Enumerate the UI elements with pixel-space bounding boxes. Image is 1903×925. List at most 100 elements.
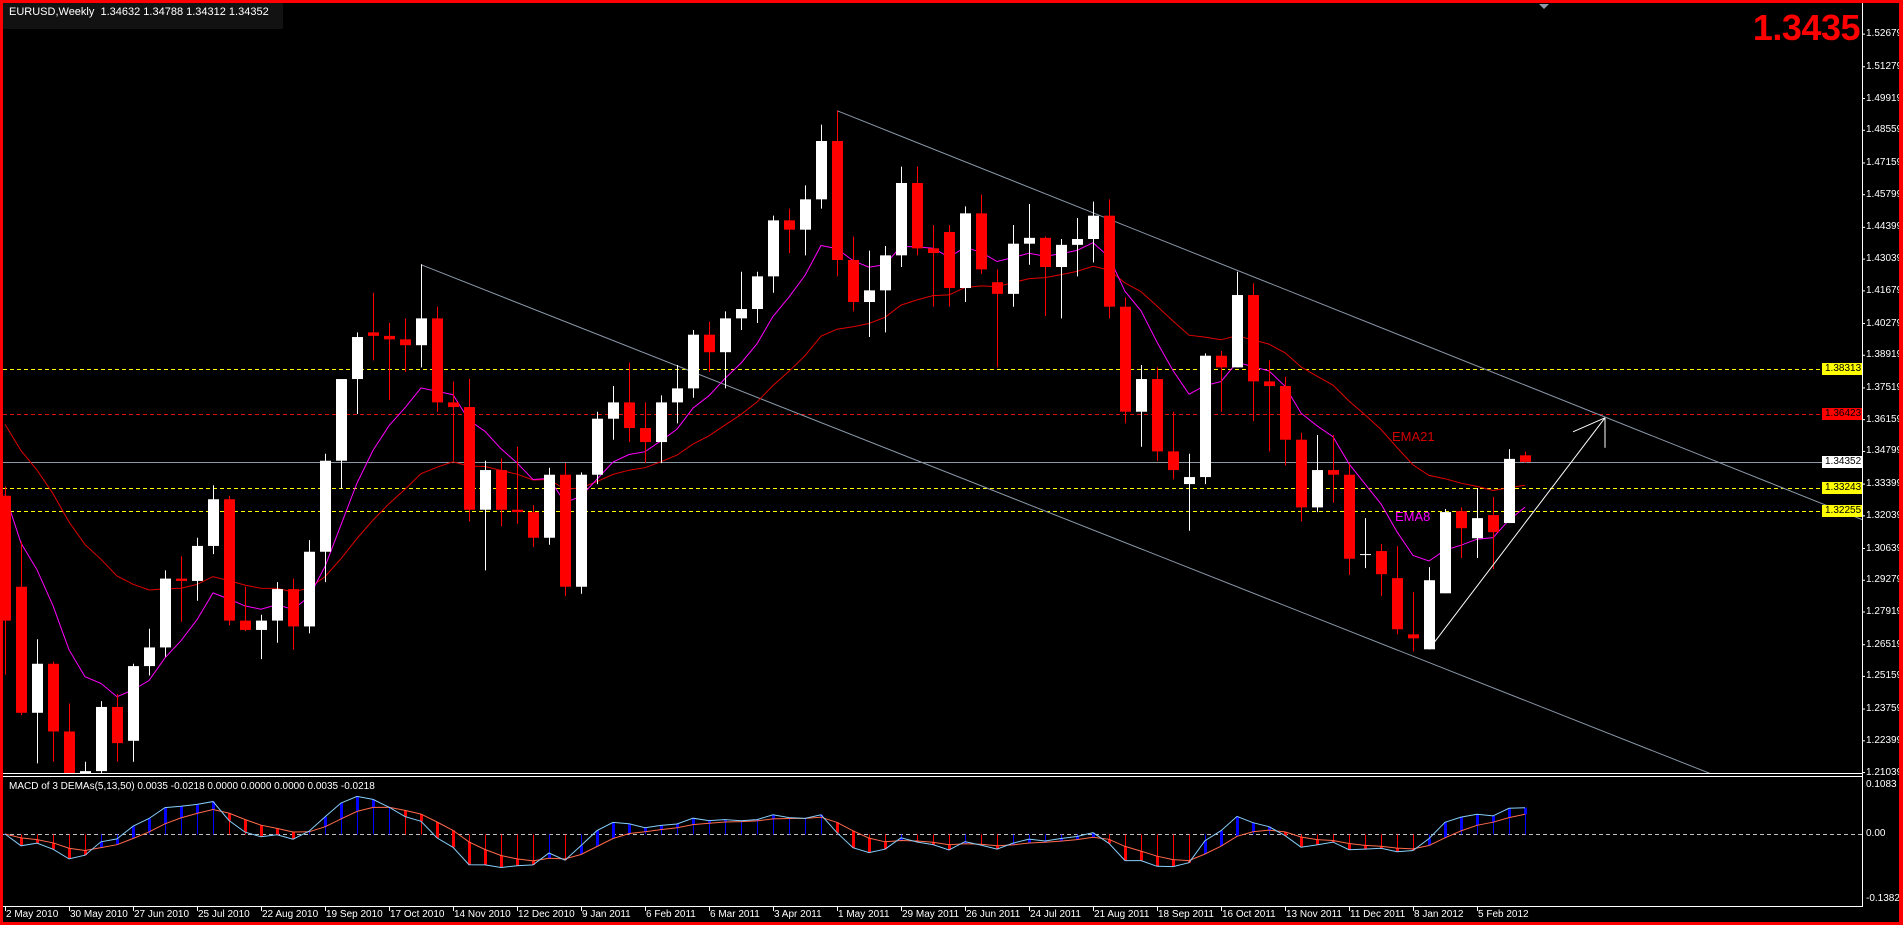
candle	[1264, 360, 1275, 452]
macd-diff-bar	[1108, 839, 1111, 844]
time-axis-label: 1 May 2011	[838, 909, 890, 920]
price-axis-label: 1.33399	[1866, 478, 1903, 490]
macd-diff-bar	[196, 804, 199, 814]
candle	[416, 264, 427, 368]
candle	[1296, 432, 1307, 522]
price-axis-label: 1.45799	[1866, 188, 1903, 200]
macd-diff-bar	[1012, 843, 1015, 845]
candle-body	[1424, 580, 1435, 650]
candle	[512, 446, 523, 524]
candle	[240, 586, 251, 632]
price-axis-label: 1.37519	[1866, 381, 1903, 393]
candle	[1200, 353, 1211, 485]
macd-diff-bar	[676, 824, 679, 828]
candle-body	[192, 545, 203, 581]
macd-diff-bar	[1092, 832, 1095, 838]
macd-diff-bar	[708, 820, 711, 824]
time-axis-label: 8 Jan 2012	[1414, 909, 1464, 920]
candle	[384, 323, 395, 401]
arrow-head-icon	[1572, 417, 1606, 433]
macd-diff-bar	[1364, 845, 1367, 850]
candle-body	[544, 474, 555, 538]
level-price-label[interactable]: 1.36423	[1822, 407, 1862, 420]
projection-arrow	[1428, 417, 1606, 650]
candle-body	[1504, 458, 1515, 524]
macd-diff-bar	[148, 818, 151, 832]
macd-diff-bar	[724, 819, 727, 823]
macd-diff-bar	[932, 842, 935, 845]
candle-body	[1056, 244, 1067, 268]
candle	[816, 124, 827, 209]
macd-diff-bar	[52, 842, 55, 850]
candle-body	[1072, 239, 1083, 245]
candle	[688, 330, 699, 398]
macd-diff-bar	[1508, 808, 1511, 818]
candle	[480, 460, 491, 571]
macd-diff-bar	[324, 816, 327, 827]
candle	[544, 467, 555, 545]
candle-body	[592, 418, 603, 475]
candle-body	[464, 407, 475, 510]
macd-pane	[3, 795, 1862, 869]
time-axis-label: 26 Jun 2011	[966, 909, 1021, 920]
candle	[1488, 496, 1499, 570]
current-price-display: 1.3435	[1752, 7, 1861, 48]
candle	[560, 463, 571, 597]
macd-diff-bar	[1220, 830, 1223, 847]
ema21-label: EMA21	[1392, 429, 1435, 444]
macd-diff-bar	[1524, 807, 1527, 815]
candle	[768, 215, 779, 293]
level-price-label[interactable]: 1.34352	[1822, 455, 1862, 468]
candles	[3, 110, 1531, 773]
macd-diff-bar	[1492, 815, 1495, 823]
candle	[496, 458, 507, 527]
level-price-label[interactable]: 1.38313	[1822, 363, 1862, 376]
price-axis-label: 1.41679	[1866, 284, 1903, 296]
axis-ticks	[5, 33, 1865, 911]
candle-body	[1264, 381, 1275, 387]
arrow-shaft[interactable]	[1428, 417, 1606, 650]
candle-body	[1296, 439, 1307, 508]
time-axis-label: 12 Dec 2010	[518, 909, 575, 920]
level-price-label[interactable]: 1.32255	[1822, 504, 1862, 517]
candle-body	[528, 512, 539, 538]
price-axis-label: 1.23759	[1866, 703, 1903, 715]
candle	[16, 541, 27, 716]
chart-shift-marker-icon[interactable]	[1539, 4, 1549, 9]
pane-borders	[3, 3, 1863, 907]
time-axis-label: 3 Apr 2011	[774, 909, 822, 920]
candle-body	[768, 220, 779, 277]
macd-diff-bar	[1444, 822, 1447, 838]
candle-body	[96, 706, 107, 772]
ema-lines	[4, 242, 1526, 698]
level-price-label[interactable]: 1.33243	[1822, 481, 1862, 494]
candle	[3, 486, 11, 675]
candle-body	[1040, 237, 1051, 268]
macd-diff-bar	[612, 822, 615, 839]
macd-diff-bar	[964, 841, 967, 844]
candle	[208, 485, 219, 555]
candle-body	[400, 339, 411, 346]
candle-body	[1232, 295, 1243, 368]
trendline[interactable]	[420, 264, 1903, 922]
candle-body	[1104, 215, 1115, 307]
candle-body	[1312, 470, 1323, 508]
macd-diff-bar	[1380, 846, 1383, 849]
candle	[1152, 367, 1163, 461]
trendline[interactable]	[836, 110, 1903, 609]
macd-diff-bar	[852, 830, 855, 848]
candle	[448, 381, 459, 461]
price-axis-label: 1.27919	[1866, 605, 1903, 617]
macd-diff-bar	[1076, 836, 1079, 840]
candle-body	[384, 335, 395, 340]
candle	[1520, 451, 1531, 463]
candle-body	[368, 332, 379, 336]
candle	[864, 250, 875, 338]
macd-diff-bar	[452, 830, 455, 848]
macd-diff-bar	[500, 855, 503, 868]
candle	[912, 166, 923, 256]
candle-body	[32, 663, 43, 713]
macd-diff-bar	[276, 828, 279, 835]
candle	[48, 661, 59, 762]
